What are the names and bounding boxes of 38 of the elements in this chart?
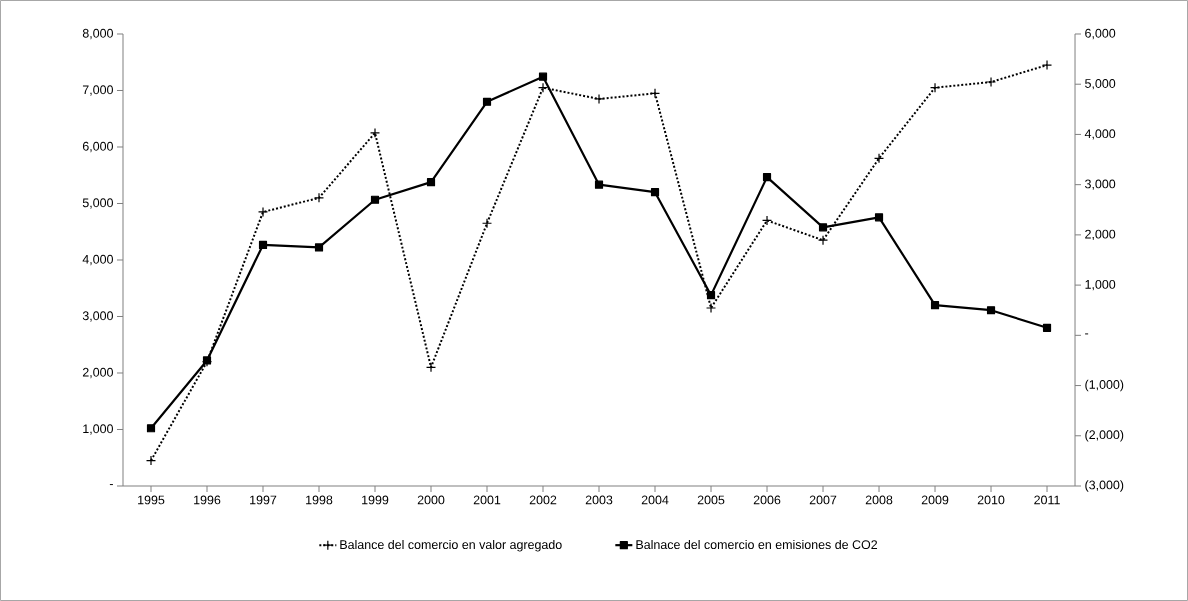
x-tick-label: 2005 <box>697 495 725 505</box>
x-tick-label: 2004 <box>641 495 669 505</box>
x-tick-label: 2010 <box>977 495 1005 505</box>
y2-tick-label: - <box>1085 333 1089 335</box>
x-tick-label: 2001 <box>473 495 501 505</box>
x-tick-label: 1997 <box>250 495 277 505</box>
x-tick-label: 2009 <box>921 495 949 505</box>
y-tick-label: 3,000 <box>82 311 113 322</box>
x-tick-label: 2008 <box>865 495 893 505</box>
y-tick-label: 6,000 <box>82 141 113 153</box>
y-tick-label: - <box>109 484 113 486</box>
x-tick-label: 1995 <box>138 495 165 505</box>
x-tick-label: 2011 <box>1034 495 1060 505</box>
y2-tick-label: 6,000 <box>1085 28 1116 40</box>
x-tick-label: 1996 <box>194 495 221 505</box>
y2-tick-label: (3,000) <box>1085 480 1124 492</box>
y2-tick-label: (1,000) <box>1085 379 1124 392</box>
y2-tick-label: 5,000 <box>1085 79 1116 90</box>
y2-tick-label: 3,000 <box>1085 179 1116 190</box>
legend-label: Balnace del comercio en emisiones de CO2 <box>636 539 878 550</box>
x-tick-label: 2003 <box>585 495 613 505</box>
x-tick-label: 2007 <box>809 495 837 505</box>
x-tick-label: 2002 <box>529 495 557 505</box>
y2-tick-label: 4,000 <box>1084 129 1116 140</box>
x-tick-label: 1998 <box>306 495 333 505</box>
y-tick-label: 2,000 <box>82 367 113 379</box>
x-tick-label: 1999 <box>362 495 389 505</box>
y2-tick-label: 1,000 <box>1085 279 1116 291</box>
y2-tick-label: (2,000) <box>1085 429 1124 442</box>
y-tick-label: 7,000 <box>82 85 113 96</box>
y2-tick-label: 2,000 <box>1085 229 1116 241</box>
x-tick-label: 2006 <box>753 495 781 505</box>
y-tick-label: 8,000 <box>82 28 113 40</box>
y-tick-label: 1,000 <box>83 424 113 435</box>
y-tick-label: 5,000 <box>82 198 113 209</box>
y-tick-label: 4,000 <box>82 254 113 266</box>
legend-label: Balance del comercio en valor agregado <box>340 539 562 552</box>
x-tick-label: 2000 <box>417 495 445 505</box>
